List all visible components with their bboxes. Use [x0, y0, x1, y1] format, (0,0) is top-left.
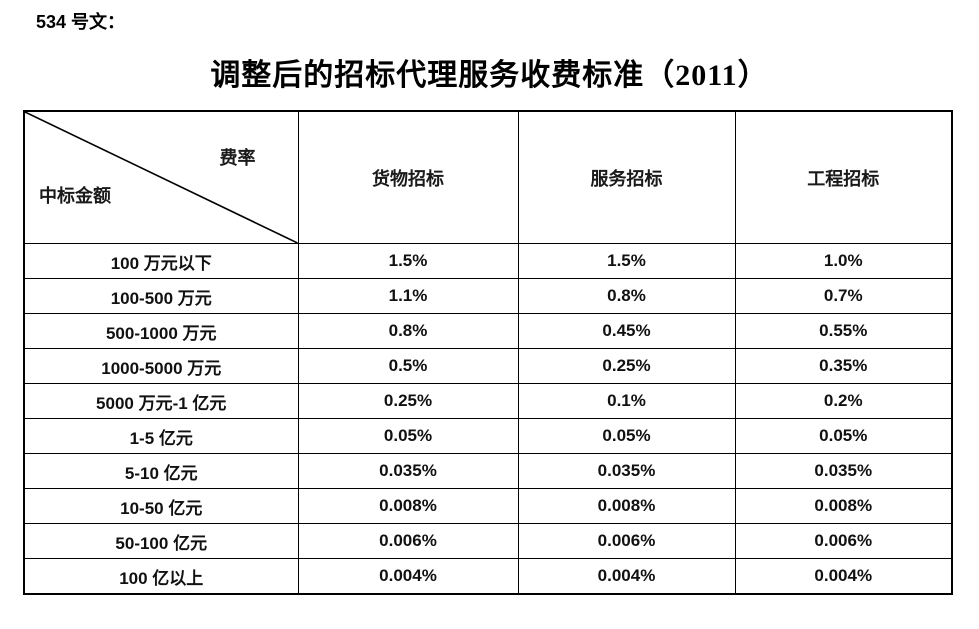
rate-cell-engineering: 0.55%	[734, 313, 953, 349]
rate-cell-engineering: 0.2%	[734, 383, 953, 419]
column-header-engineering: 工程招标	[734, 110, 953, 244]
fee-rate-table: 费率 中标金额 货物招标 服务招标 工程招标 100 万元以下 1.5% 1.5…	[23, 110, 953, 595]
header-row: 费率 中标金额 货物招标 服务招标 工程招标	[23, 110, 953, 244]
rate-cell-engineering: 0.35%	[734, 348, 953, 384]
amount-cell: 500-1000 万元	[23, 313, 299, 349]
amount-cell: 5000 万元-1 亿元	[23, 383, 299, 419]
corner-label-rate: 费率	[219, 148, 256, 168]
rate-cell-services: 1.5%	[517, 243, 736, 279]
rate-cell-goods: 0.25%	[297, 383, 519, 419]
rate-cell-goods: 0.004%	[297, 558, 519, 595]
rate-cell-services: 0.05%	[517, 418, 736, 454]
column-header-services: 服务招标	[517, 110, 736, 244]
amount-cell: 100 亿以上	[23, 558, 299, 595]
rate-cell-services: 0.008%	[517, 488, 736, 524]
rate-cell-goods: 0.05%	[297, 418, 519, 454]
amount-cell: 50-100 亿元	[23, 523, 299, 559]
table-row: 50-100 亿元 0.006% 0.006% 0.006%	[23, 523, 953, 559]
rate-cell-engineering: 0.035%	[734, 453, 953, 489]
diagonal-divider-line	[25, 112, 298, 243]
table-row: 500-1000 万元 0.8% 0.45% 0.55%	[23, 313, 953, 349]
rate-cell-goods: 0.006%	[297, 523, 519, 559]
rate-cell-goods: 0.008%	[297, 488, 519, 524]
rate-cell-services: 0.8%	[517, 278, 736, 314]
corner-label-amount: 中标金额	[39, 186, 111, 206]
amount-cell: 1-5 亿元	[23, 418, 299, 454]
amount-cell: 100-500 万元	[23, 278, 299, 314]
table-row: 10-50 亿元 0.008% 0.008% 0.008%	[23, 488, 953, 524]
table-row: 5000 万元-1 亿元 0.25% 0.1% 0.2%	[23, 383, 953, 419]
rate-cell-goods: 1.1%	[297, 278, 519, 314]
rate-cell-services: 0.1%	[517, 383, 736, 419]
rate-cell-engineering: 1.0%	[734, 243, 953, 279]
table-body: 100 万元以下 1.5% 1.5% 1.0% 100-500 万元 1.1% …	[23, 243, 953, 595]
diagonal-corner-cell: 费率 中标金额	[23, 110, 299, 244]
rate-cell-services: 0.25%	[517, 348, 736, 384]
table-row: 1-5 亿元 0.05% 0.05% 0.05%	[23, 418, 953, 454]
rate-cell-services: 0.035%	[517, 453, 736, 489]
amount-cell: 5-10 亿元	[23, 453, 299, 489]
rate-cell-engineering: 0.05%	[734, 418, 953, 454]
page-title: 调整后的招标代理服务收费标准（2011）	[210, 59, 769, 92]
amount-cell: 1000-5000 万元	[23, 348, 299, 384]
rate-cell-services: 0.004%	[517, 558, 736, 595]
column-header-goods: 货物招标	[297, 110, 519, 244]
doc-number-label: 534 号文：	[36, 12, 126, 32]
amount-cell: 100 万元以下	[23, 243, 299, 279]
rate-cell-goods: 1.5%	[297, 243, 519, 279]
rate-cell-engineering: 0.008%	[734, 488, 953, 524]
rate-cell-goods: 0.8%	[297, 313, 519, 349]
table-row: 100-500 万元 1.1% 0.8% 0.7%	[23, 278, 953, 314]
rate-cell-engineering: 0.004%	[734, 558, 953, 595]
rate-cell-engineering: 0.7%	[734, 278, 953, 314]
table-row: 5-10 亿元 0.035% 0.035% 0.035%	[23, 453, 953, 489]
table-row: 1000-5000 万元 0.5% 0.25% 0.35%	[23, 348, 953, 384]
rate-cell-services: 0.45%	[517, 313, 736, 349]
table-row: 100 万元以下 1.5% 1.5% 1.0%	[23, 243, 953, 279]
rate-cell-services: 0.006%	[517, 523, 736, 559]
amount-cell: 10-50 亿元	[23, 488, 299, 524]
table-row: 100 亿以上 0.004% 0.004% 0.004%	[23, 558, 953, 595]
rate-cell-goods: 0.5%	[297, 348, 519, 384]
rate-cell-engineering: 0.006%	[734, 523, 953, 559]
rate-cell-goods: 0.035%	[297, 453, 519, 489]
